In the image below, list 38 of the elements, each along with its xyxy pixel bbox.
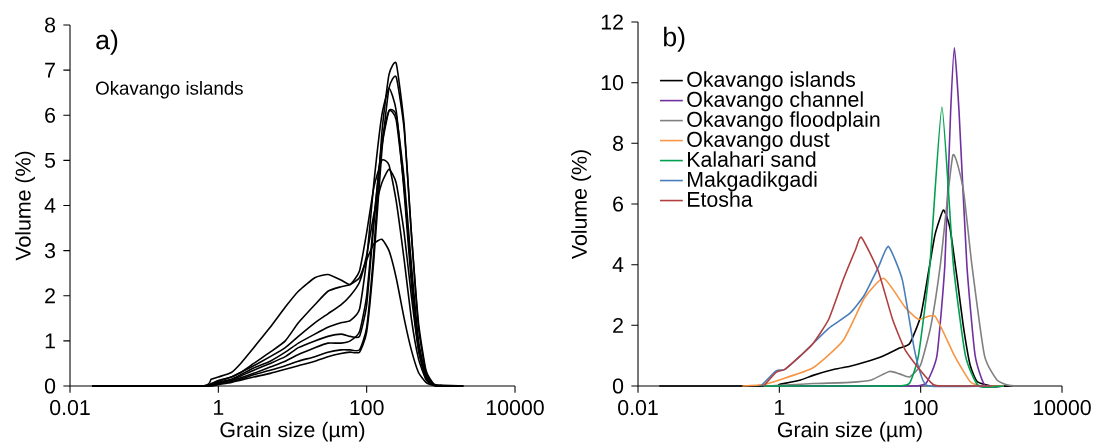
- x-tick-label: 10000: [1033, 400, 1091, 416]
- x-tick-label: 0.01: [618, 400, 658, 416]
- y-tick-label: 8: [45, 17, 56, 33]
- legend-label: Kalahari sand: [688, 151, 816, 167]
- legend-label: Makgadikgadi: [688, 171, 817, 192]
- y-tick-label: 2: [613, 317, 623, 333]
- annotation: Okavango islands: [96, 81, 243, 99]
- chart-title: b): [664, 26, 685, 52]
- x-tick-label: 100: [350, 400, 384, 416]
- x-axis-title: Grain size (µm): [220, 421, 365, 442]
- y-tick-label: 6: [613, 196, 624, 212]
- y-tick-label: 1: [45, 333, 55, 349]
- y-tick-label: 6: [45, 107, 56, 123]
- y-tick-label: 0: [612, 378, 624, 394]
- x-tick-label: 1: [775, 400, 785, 415]
- chart-title: a): [96, 29, 118, 55]
- y-tick-label: 7: [45, 62, 55, 78]
- legend-label: Etosha: [688, 191, 753, 207]
- y-axis-title: Volume (%): [571, 150, 592, 260]
- y-axis-title: Volume (%): [15, 151, 35, 261]
- x-tick-label: 100: [904, 400, 938, 416]
- y-tick-label: 8: [613, 135, 624, 151]
- legend-label: Okavango islands: [687, 71, 856, 92]
- x-tick-label: 10000: [486, 400, 544, 416]
- y-tick-label: 4: [44, 198, 56, 213]
- x-tick-label: 1: [214, 400, 224, 415]
- y-tick-label: 4: [612, 257, 624, 272]
- x-tick-label: 0.01: [50, 400, 90, 416]
- y-tick-label: 5: [44, 152, 56, 168]
- legend-label: Okavango channel: [687, 91, 863, 112]
- y-tick-label: 2: [45, 288, 55, 304]
- x-axis-title: Grain size (µm): [777, 421, 922, 442]
- legend-label: Okavango floodplain: [687, 111, 880, 132]
- legend-label: Okavango dust: [687, 131, 830, 152]
- y-tick-label: 0: [44, 378, 56, 394]
- y-tick-label: 3: [44, 243, 56, 259]
- y-tick-label: 12: [601, 14, 623, 30]
- y-tick-label: 10: [601, 75, 624, 91]
